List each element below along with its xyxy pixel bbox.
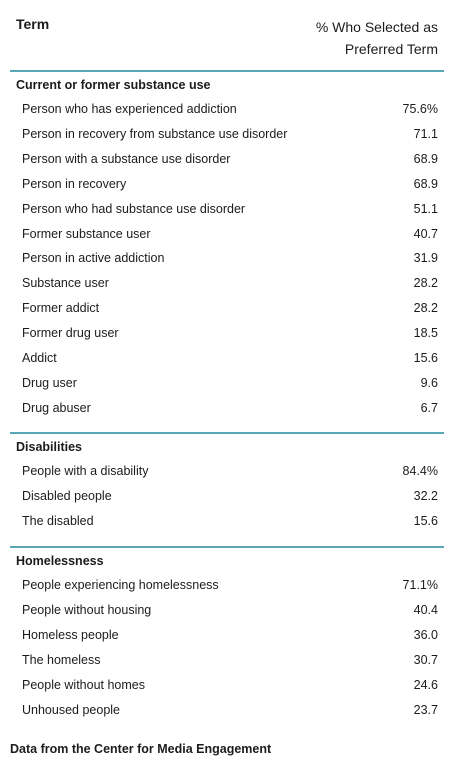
source-note: Data from the Center for Media Engagemen…: [10, 742, 272, 756]
term-label: Unhoused people: [22, 702, 120, 717]
term-label: Addict: [22, 351, 57, 365]
table-row: Unhoused people 23.7: [22, 700, 438, 720]
percent-value: 28.2: [413, 276, 438, 291]
percent-value: 30.7: [413, 652, 438, 667]
table-row: Person in recovery from substance use di…: [22, 124, 438, 144]
percent-value: 15.6: [413, 513, 438, 528]
table-row: Person who has experienced addiction 75.6…: [22, 99, 438, 119]
table-row: People experiencing homelessness 71.1%: [22, 575, 438, 595]
section-title: Disabilities: [16, 440, 82, 454]
percent-value: 68.9: [413, 151, 438, 166]
term-label: Homeless people: [22, 627, 119, 642]
table-header: Term % Who Selected as Preferred Term: [0, 0, 474, 70]
table-row: Person who had substance use disorder 51.…: [22, 199, 438, 219]
section-divider: [10, 432, 444, 434]
percent-header-line-1: % Who Selected as: [315, 19, 438, 35]
percent-value: 71.1%: [402, 578, 438, 592]
term-label: Disabled people: [22, 488, 112, 503]
table-row: Homeless people 36.0: [22, 625, 438, 645]
percent-value: 40.7: [413, 226, 438, 241]
table-row: Former addict 28.2: [22, 298, 438, 318]
term-label: Person in active addiction: [22, 251, 165, 266]
section-title: Current or former substance use: [16, 78, 211, 92]
percent-value: 9.6: [420, 375, 438, 390]
section-title: Homelessness: [16, 554, 104, 568]
term-label: People without homes: [22, 677, 145, 692]
percent-value: 6.7: [420, 400, 438, 415]
percent-value: 23.7: [413, 702, 438, 717]
percent-value: 32.2: [413, 488, 438, 503]
term-label: The disabled: [22, 513, 94, 528]
term-label: Former substance user: [22, 226, 151, 241]
section-divider: [10, 70, 444, 72]
term-label: Person with a substance use disorder: [22, 151, 231, 166]
term-label: Person in recovery: [22, 176, 127, 191]
table-row: People with a disability 84.4%: [22, 461, 438, 481]
term-label: Person who has experienced addiction: [22, 102, 237, 116]
table-row: Addict 15.6: [22, 348, 438, 368]
term-column-header: Term: [16, 16, 50, 32]
term-label: The homeless: [22, 652, 101, 667]
table-row: Drug user 9.6: [22, 373, 438, 393]
section-divider: [10, 546, 444, 548]
table-row: Disabled people 32.2: [22, 486, 438, 506]
percent-value: 15.6: [413, 351, 438, 365]
table-row: Person in recovery 68.9: [22, 174, 438, 194]
table-row: Substance user 28.2: [22, 273, 438, 293]
term-label: Former drug user: [22, 326, 119, 341]
term-label: Person who had substance use disorder: [22, 201, 246, 216]
term-label: Person in recovery from substance use di…: [22, 126, 288, 141]
percent-value: 18.5: [413, 326, 438, 341]
term-label: People without housing: [22, 602, 152, 617]
table-row: The disabled 15.6: [22, 511, 438, 531]
term-label: Drug user: [22, 375, 77, 390]
table-row: People without homes 24.6: [22, 675, 438, 695]
percent-value: 51.1: [413, 201, 438, 216]
term-label: Former addict: [22, 301, 100, 316]
percent-value: 40.4: [413, 602, 438, 617]
percent-value: 84.4%: [402, 464, 438, 478]
table-row: Person in active addiction 31.9: [22, 248, 438, 268]
table-row: Former drug user 18.5: [22, 323, 438, 343]
percent-value: 28.2: [413, 301, 438, 316]
table-row: People without housing 40.4: [22, 600, 438, 620]
table-row: Former substance user 40.7: [22, 224, 438, 244]
percent-value: 24.6: [413, 677, 438, 692]
percent-value: 71.1: [413, 126, 438, 141]
percent-value: 36.0: [413, 627, 438, 642]
percent-value: 68.9: [413, 176, 438, 191]
term-label: People experiencing homelessness: [22, 578, 219, 592]
term-label: Substance user: [22, 276, 109, 291]
percent-header-line-2: Preferred Term: [344, 41, 438, 57]
table-row: Drug abuser 6.7: [22, 398, 438, 418]
table-row: The homeless 30.7: [22, 650, 438, 670]
percent-value: 75.6%: [402, 102, 438, 116]
term-label: Drug abuser: [22, 400, 91, 415]
table-row: Person with a substance use disorder 68.9: [22, 149, 438, 169]
percent-column-header: % Who Selected as Preferred Term: [268, 16, 438, 60]
term-label: People with a disability: [22, 464, 149, 478]
percent-value: 31.9: [413, 251, 438, 266]
